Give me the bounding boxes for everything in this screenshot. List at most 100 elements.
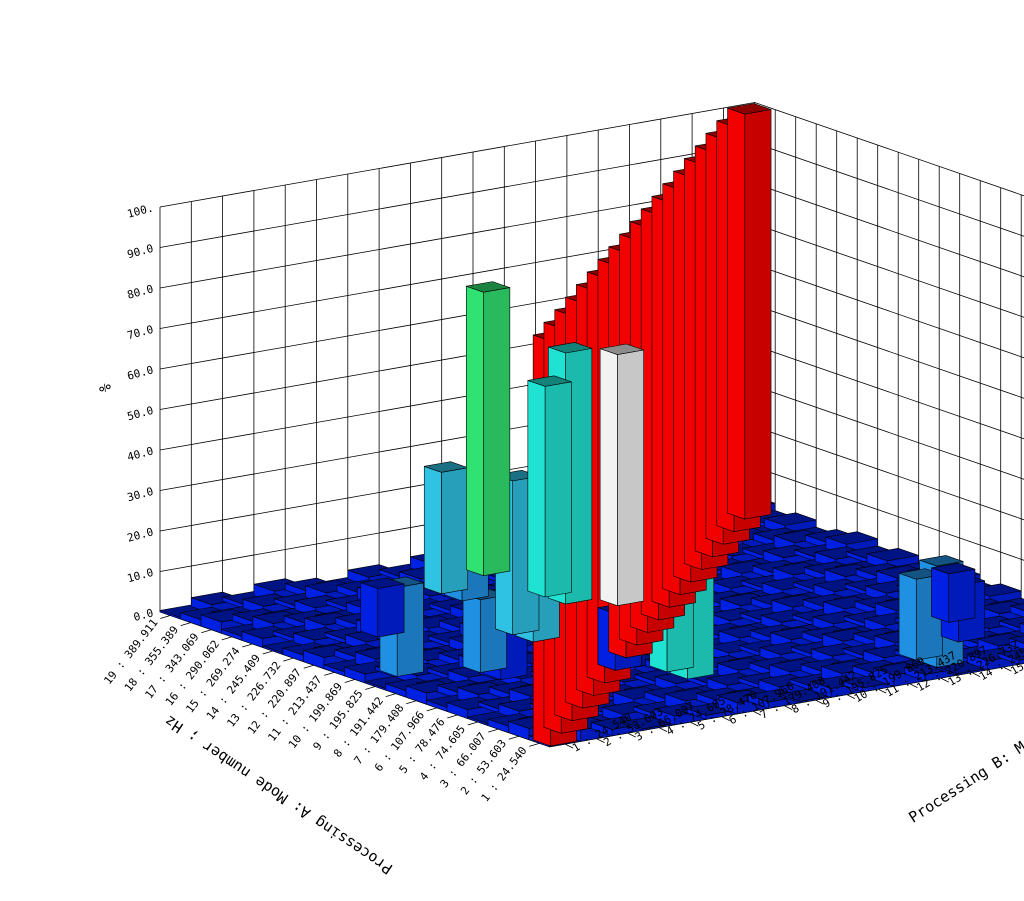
a-tick-mark bbox=[467, 721, 478, 726]
back-wall-gridline bbox=[754, 304, 1024, 399]
back-wall-gridline bbox=[754, 183, 1024, 278]
bar-top-face bbox=[548, 342, 593, 354]
a-tick-mark bbox=[529, 742, 540, 747]
back-wall-gridline bbox=[754, 102, 1024, 197]
bar-top-face bbox=[999, 616, 1024, 629]
bar-front-face bbox=[544, 381, 572, 598]
bar-side-face bbox=[527, 380, 546, 598]
bar-top-face bbox=[1010, 603, 1024, 611]
bar bbox=[527, 375, 572, 598]
bar-side-face bbox=[898, 572, 917, 661]
z-tick-label: 50.0 bbox=[126, 404, 155, 423]
a-tick-mark bbox=[324, 671, 335, 676]
bar-side-face bbox=[423, 466, 442, 595]
bar-side-face bbox=[727, 107, 746, 520]
back-wall-gridline bbox=[754, 385, 1024, 480]
a-tick-mark bbox=[180, 622, 191, 627]
bar-side-face bbox=[1019, 622, 1024, 634]
a-tick-mark bbox=[488, 728, 499, 733]
bar-side-face bbox=[360, 582, 379, 638]
a-tick-mark bbox=[201, 629, 212, 634]
bar-top-face bbox=[360, 577, 405, 589]
bar-top-face bbox=[825, 531, 879, 545]
b-tick-mark bbox=[690, 721, 699, 727]
a-tick-mark bbox=[242, 643, 253, 648]
z-tick-label: 20.0 bbox=[126, 525, 155, 544]
b-tick-mark bbox=[596, 738, 605, 744]
a-tick-mark bbox=[406, 700, 417, 705]
floor-cell bbox=[591, 716, 644, 737]
bar-front-face bbox=[948, 568, 976, 623]
bar-side-face bbox=[462, 593, 481, 673]
a-tick-mark bbox=[447, 714, 458, 719]
bar bbox=[466, 281, 511, 576]
bar-top-face bbox=[919, 555, 964, 567]
bar-front-face bbox=[377, 583, 405, 638]
floor-cell bbox=[998, 648, 1024, 665]
a-tick-mark bbox=[426, 707, 437, 712]
b-tick-mark bbox=[815, 699, 824, 705]
b-tick-mark bbox=[752, 710, 762, 716]
bar-top-face bbox=[998, 648, 1024, 661]
z-tick-label: 70.0 bbox=[126, 323, 155, 342]
b-tick-mark bbox=[1003, 666, 1012, 672]
back-wall-gridline bbox=[754, 466, 1024, 561]
bar bbox=[727, 103, 772, 520]
bar-top-face bbox=[527, 375, 572, 387]
b-tick-mark bbox=[846, 694, 856, 700]
a-tick-mark bbox=[385, 693, 396, 698]
bar-front-face bbox=[483, 287, 511, 576]
bar-top-face bbox=[727, 103, 772, 115]
bar-top-face bbox=[764, 512, 817, 526]
z-tick-label: 10.0 bbox=[126, 566, 155, 585]
bar-side-face bbox=[1010, 605, 1024, 618]
bar bbox=[360, 577, 405, 638]
a-tick-mark bbox=[508, 735, 519, 740]
bar-top-face bbox=[1019, 622, 1024, 625]
b-tick-mark bbox=[564, 743, 574, 749]
z-axis-title: % bbox=[95, 381, 115, 394]
bar-front-face bbox=[744, 109, 772, 520]
b-tick-mark bbox=[658, 727, 668, 733]
left-wall-gridline bbox=[159, 142, 755, 248]
bar-top-face bbox=[599, 343, 644, 355]
bar-side-face bbox=[466, 285, 484, 576]
bar-side-face bbox=[599, 348, 618, 606]
b-tick-mark bbox=[971, 672, 981, 678]
floor-cell bbox=[1010, 603, 1024, 618]
b-tick-mark bbox=[784, 705, 793, 711]
b-tick-mark bbox=[627, 732, 636, 738]
a-tick-mark bbox=[344, 679, 355, 683]
z-tick-label: 30.0 bbox=[126, 485, 155, 504]
bar-top-face bbox=[466, 281, 511, 293]
z-tick-label: 40.0 bbox=[126, 444, 155, 463]
bar-top-face bbox=[866, 547, 920, 562]
a-tick-mark bbox=[160, 615, 171, 619]
chart-bars bbox=[360, 103, 985, 747]
bar-front-face bbox=[617, 349, 644, 606]
bar-top-face bbox=[1008, 635, 1024, 644]
b-tick-mark bbox=[877, 688, 887, 694]
a-tick-mark bbox=[303, 664, 314, 669]
z-tick-label: 0.0 bbox=[132, 606, 155, 624]
a-tick-mark bbox=[221, 636, 232, 641]
bar-side-face bbox=[931, 567, 949, 623]
b-tick-mark bbox=[909, 683, 918, 689]
b-tick-mark bbox=[940, 677, 949, 683]
bar bbox=[599, 343, 644, 606]
b-tick-mark bbox=[721, 716, 730, 722]
z-tick-label: 60.0 bbox=[126, 363, 155, 382]
back-wall-gridline bbox=[754, 264, 1024, 359]
bar bbox=[931, 562, 976, 623]
z-tick-label: 90.0 bbox=[126, 242, 155, 261]
back-wall-gridline bbox=[754, 345, 1024, 440]
a-tick-mark bbox=[283, 657, 294, 662]
bar bbox=[423, 461, 469, 595]
bar-front-face bbox=[441, 467, 469, 595]
back-wall-gridline bbox=[754, 142, 1024, 237]
bar-top-face bbox=[931, 562, 976, 575]
floor-cell bbox=[1019, 622, 1024, 634]
z-tick-label: 80.0 bbox=[126, 282, 155, 301]
left-wall-gridline bbox=[159, 102, 755, 208]
